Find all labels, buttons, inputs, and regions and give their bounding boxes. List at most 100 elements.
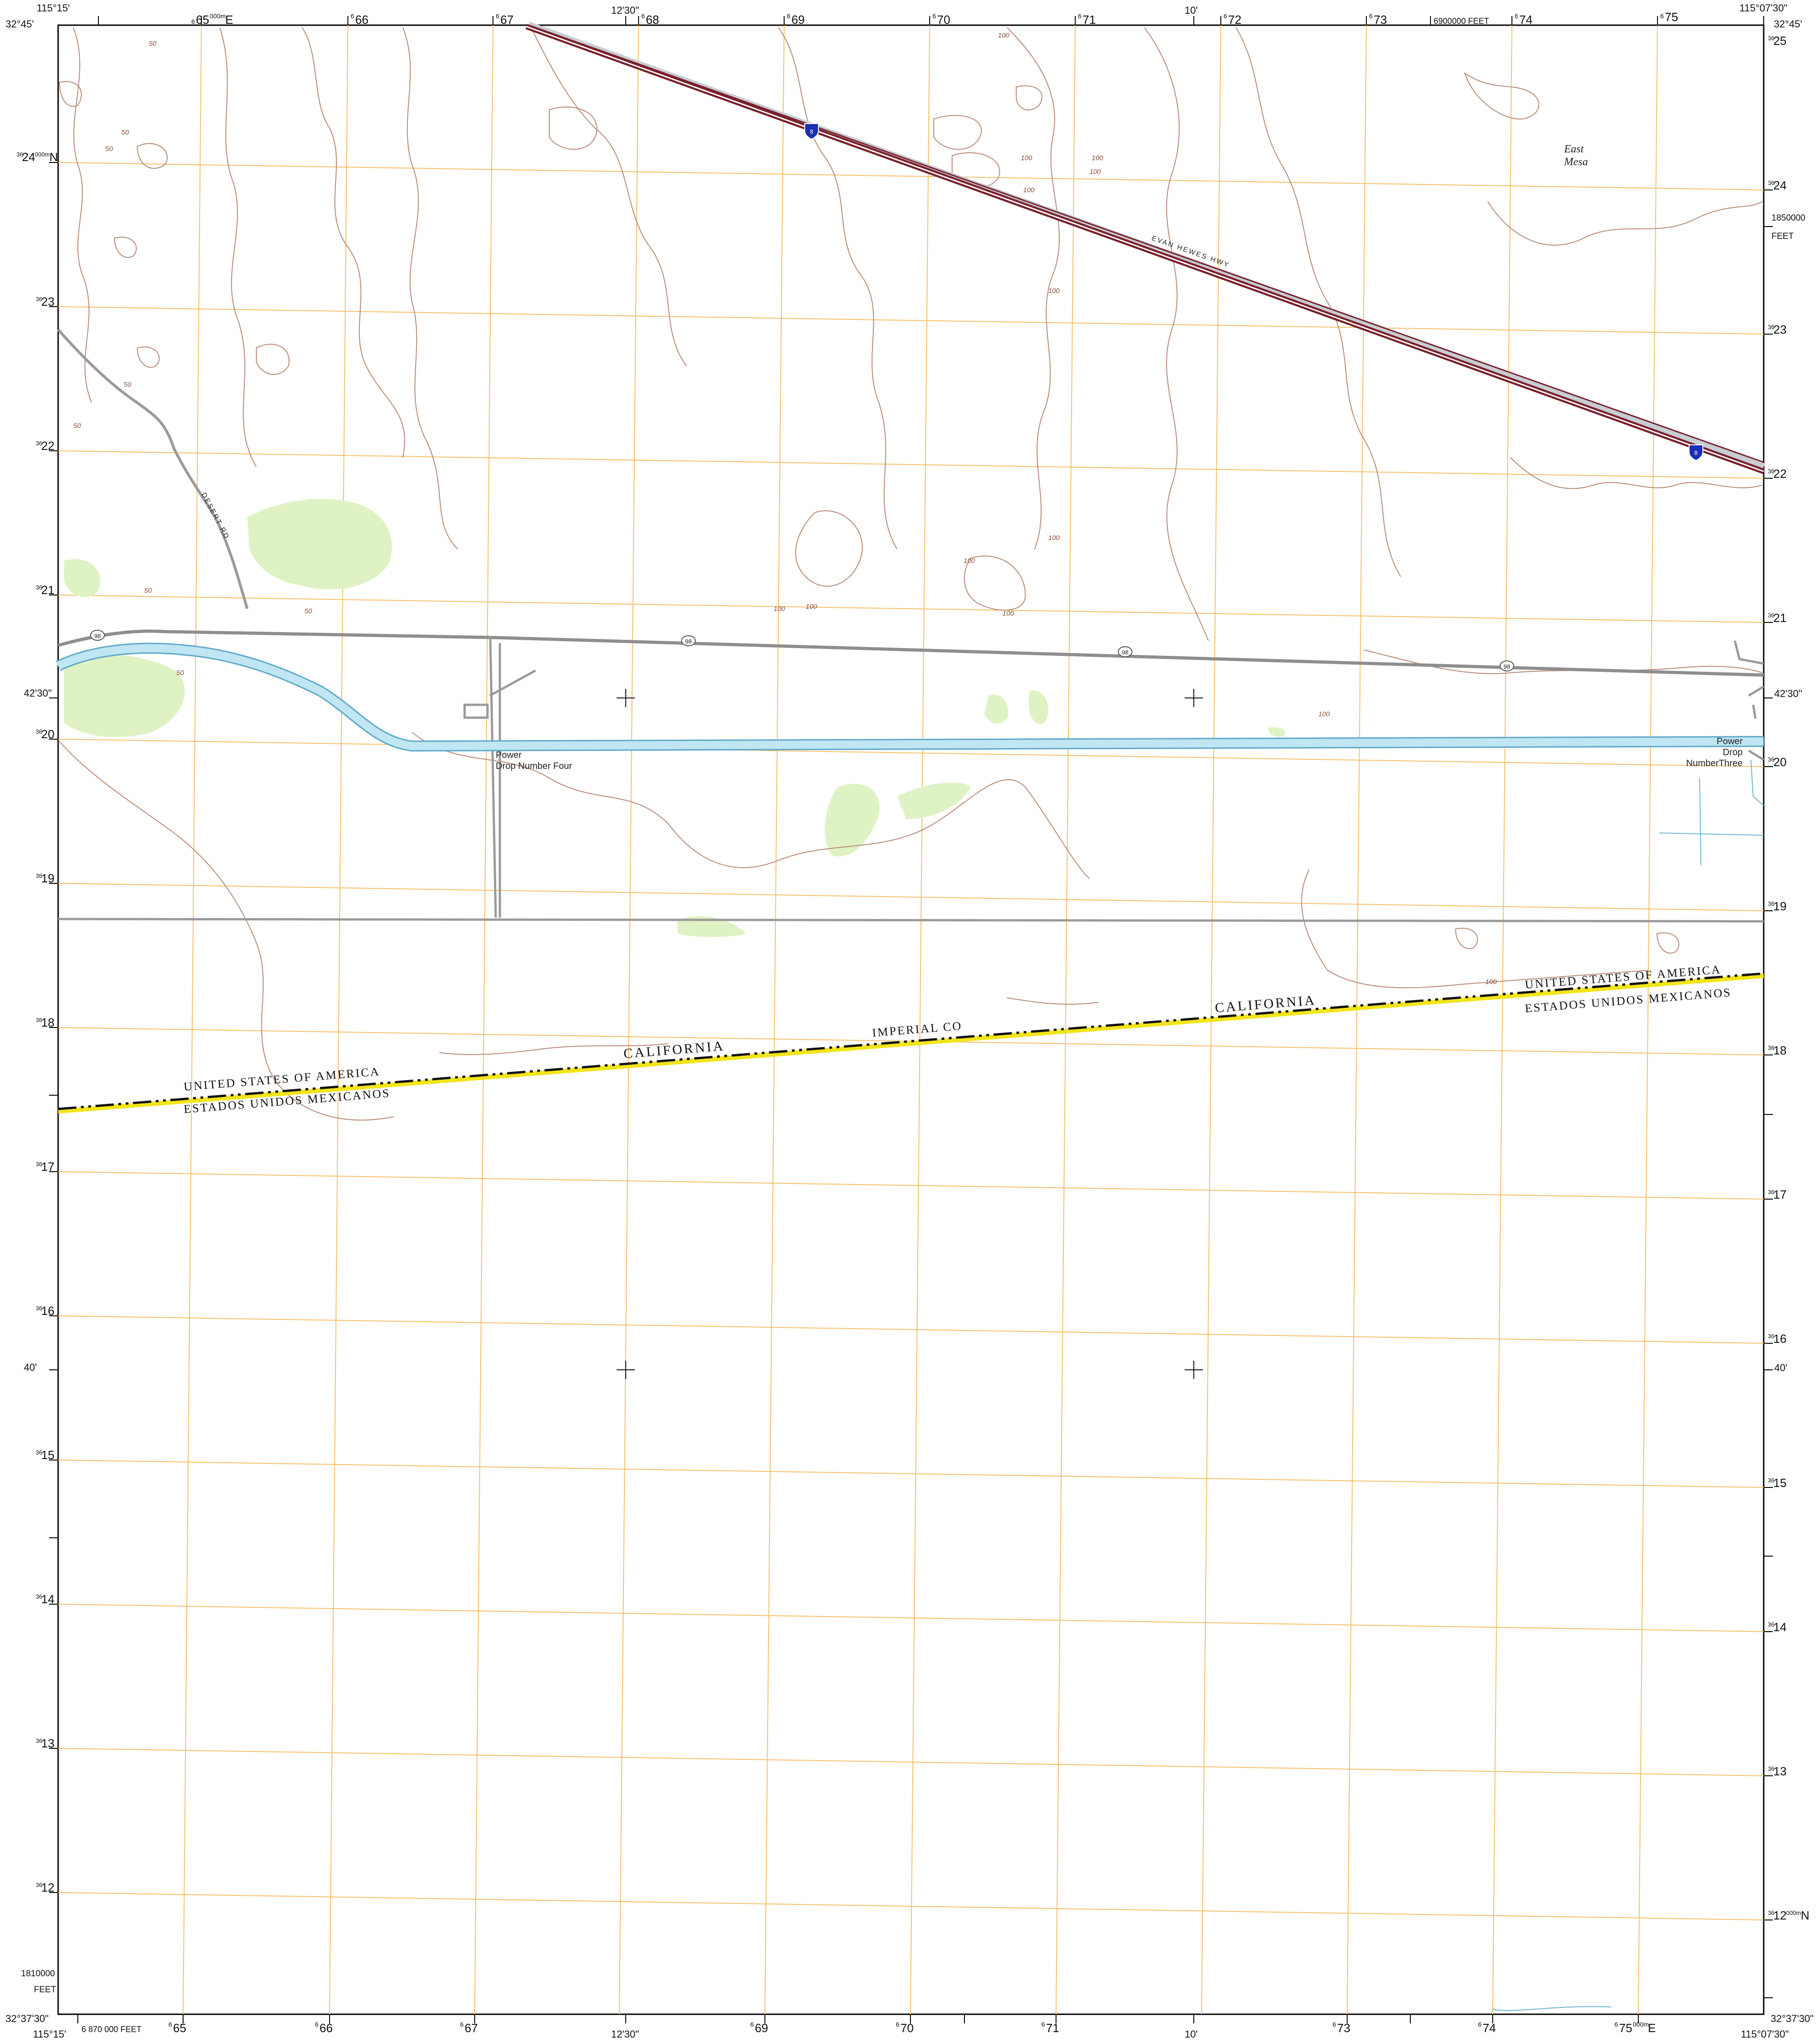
corner-top-right-lat: 32°45' [1774,18,1802,30]
tick-label-20: 20 [41,727,54,741]
tick-units: 000m [1786,1909,1801,1916]
contour-label-50: 50 [149,40,157,48]
tick-label-feet-value: 1850000 [1771,213,1805,223]
minor-roads [58,636,1765,923]
power-drop-three-label-line2: Drop [1723,747,1743,757]
tick-label-lat-4230: 42'30" [1774,688,1802,699]
power-drop-four-label-line2: Drop Number Four [496,761,572,771]
tick-label-73: 73 [1374,13,1387,27]
tick-label-67: 67 [465,2021,478,2035]
tick-label-13: 13 [41,1736,54,1750]
tick-units: 000m [35,151,50,158]
frame-ticks [49,16,1773,2023]
tick-prefix: 36 [16,151,23,158]
tick-label-66: 66 [320,2021,333,2035]
tick-label-22: 22 [1773,467,1787,481]
tick-label-74: 74 [1519,13,1533,27]
tick-label-19: 19 [41,871,54,885]
tick-label-15: 15 [1773,1476,1787,1490]
drain-lines [1492,759,1764,2011]
route-98-shields: 98 98 98 98 [90,630,1514,671]
tick-prefix: 36 [1768,900,1774,907]
tick-prefix: 6 [1515,12,1518,20]
contour-label-50: 50 [176,669,184,677]
route-98-road [58,629,1764,677]
international-boundary [58,972,1764,1114]
tick-prefix: 6 [1224,12,1227,20]
tick-label-17: 17 [1773,1188,1787,1201]
corner-bottom-left-lon: 115°15' [33,2028,66,2040]
tick-label-23: 23 [41,295,54,308]
tick-prefix: 36 [1768,35,1774,42]
tick-prefix: 6 [1332,2021,1336,2028]
tick-prefix: 36 [36,728,42,735]
tick-label-feet-unit: FEET [34,1985,56,1995]
tick-label-feet: 6 870 000 FEET [81,2025,141,2034]
corner-bottom-right-lat: 32°37'30" [1771,2013,1814,2024]
interstate-shield-label: 8 [810,128,813,135]
contour-labels: 50 50 50 50 50 50 50 50 100 100 100 100 … [73,32,1497,986]
desert-road [57,329,249,609]
bottom-tick-labels: 6 870 000 FEET 6 65 6 66 6 67 12'30" 6 6… [81,2021,1656,2040]
tick-prefix: 36 [1768,1044,1774,1051]
contour-label-100: 100 [1023,186,1035,194]
tick-prefix: 36 [36,584,42,591]
tick-prefix: 36 [1768,1477,1774,1484]
contour-label-50: 50 [124,381,131,389]
contour-label-50: 50 [144,587,152,595]
contour-label-100: 100 [1089,168,1101,176]
tick-label-lon-10: 10' [1185,2028,1198,2040]
tick-prefix: 36 [1768,756,1774,763]
tick-label-22: 22 [41,439,54,453]
east-mesa-label-line1: East [1564,143,1584,155]
tick-prefix: 36 [1768,468,1774,475]
corner-bottom-right-lon: 115°07'30" [1741,2028,1789,2040]
corner-bottom-left-lat: 32°37'30" [5,2013,49,2024]
tick-prefix: 6 [896,2021,899,2028]
tick-label-20: 20 [1773,755,1787,769]
power-drop-three-label-line3: NumberThree [1686,758,1743,768]
power-drop-three-label-line1: Power [1717,736,1743,746]
tick-prefix: 6 [315,2021,319,2028]
tick-label-18: 18 [1773,1044,1787,1057]
contour-label-100: 100 [1485,978,1497,986]
tick-prefix: 6 [1660,12,1664,20]
crosshair-marks [617,689,1203,1379]
contour-lines [59,27,1763,1121]
map-frame [57,24,1765,2015]
tick-label-25: 25 [1773,34,1787,48]
interstate-shield-label: 8 [1694,449,1697,456]
power-drop-four-label-line1: Power [496,750,522,760]
top-tick-labels: 6 65 000m E 6 66 6 67 12'30" 6 68 6 69 6… [191,5,1678,27]
interstate-shields: 8 8 [804,123,1703,461]
tick-prefix: 36 [36,1017,42,1023]
contour-label-50: 50 [73,422,81,430]
tick-prefix: 36 [1768,612,1774,619]
tick-label-24: 24 [1773,178,1787,192]
tick-label-69: 69 [791,13,805,27]
tick-prefix: 36 [1768,1765,1774,1772]
tick-label-lon-mid: 12'30" [611,5,639,16]
tick-label-65: 65 [196,13,209,27]
interstate-8 [525,22,1765,474]
tick-label-lat-4230: 42'30" [24,687,52,699]
tick-label-15: 15 [41,1448,54,1462]
tick-prefix: 6 [641,12,645,20]
tick-prefix: 6 [1369,12,1373,20]
tick-label-21: 21 [1773,611,1787,625]
route-98-shield-label: 98 [94,633,101,639]
tick-label-12: 12 [41,1881,54,1894]
contour-label-100: 100 [1021,154,1033,162]
tick-prefix: 36 [36,440,42,447]
right-tick-labels: 36 25 36 24 1850000 FEET 36 23 36 22 36 … [1768,34,1809,1922]
tick-prefix: 36 [1768,1189,1774,1195]
tick-label-19: 19 [1773,899,1787,913]
tick-suffix: E [1648,2021,1656,2035]
tick-prefix: 6 [750,2021,754,2028]
tick-prefix: 6 [1478,2021,1482,2028]
contour-label-100: 100 [1048,287,1060,295]
tick-label-23: 23 [1773,323,1787,336]
tick-suffix: N [49,150,58,164]
tick-prefix: 36 [1768,324,1774,330]
